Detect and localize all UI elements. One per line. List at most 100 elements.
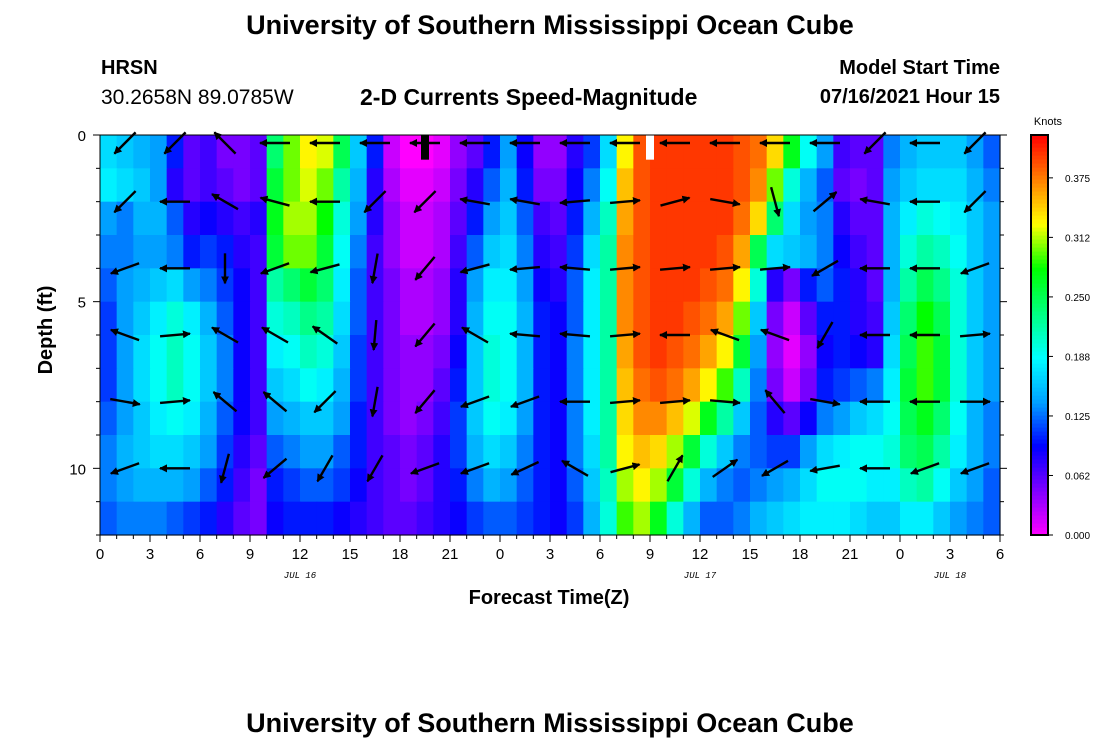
heatmap-cell [916, 401, 934, 436]
heatmap-cell [983, 468, 1001, 503]
heatmap-cell [250, 435, 268, 469]
heatmap-cell [866, 235, 884, 269]
colorbar-swatch [1031, 259, 1048, 264]
current-vector-arrow [559, 330, 591, 339]
heatmap-cell [616, 268, 634, 303]
heatmap-cell [383, 168, 401, 203]
heatmap-cell [700, 268, 718, 303]
heatmap-cell [133, 168, 151, 203]
heatmap-cell [616, 168, 634, 203]
heatmap-cell [466, 268, 484, 303]
heatmap-cell [650, 435, 668, 469]
heatmap-cell [833, 201, 851, 236]
heatmap-cell [400, 468, 418, 503]
heatmap-cell [300, 468, 318, 503]
heatmap-cell [633, 301, 651, 336]
heatmap-cell [216, 501, 234, 536]
heatmap-cell [766, 135, 784, 169]
x-tick-label: 15 [742, 546, 759, 563]
colorbar-swatch [1031, 447, 1048, 452]
heatmap-cell [933, 301, 951, 336]
heatmap-cell [150, 501, 168, 536]
heatmap-cell [950, 201, 968, 236]
heatmap-cell [716, 168, 734, 203]
heatmap-cell [283, 135, 301, 169]
heatmap-cell [983, 201, 1001, 236]
current-vector-arrow [113, 190, 137, 214]
heatmap-cell [916, 235, 934, 269]
heatmap-cell [766, 301, 784, 336]
heatmap-cell [850, 235, 868, 269]
heatmap-cell [550, 168, 568, 203]
heatmap-cell [816, 268, 834, 303]
heatmap-cell [450, 268, 468, 303]
heatmap-cell [583, 201, 601, 236]
heatmap-cell [400, 301, 418, 336]
current-vector-arrow [262, 457, 288, 479]
heatmap-cell [533, 201, 551, 236]
heatmap-cell [433, 301, 451, 336]
current-vector-arrow [816, 321, 834, 349]
heatmap-cell [600, 501, 618, 536]
heatmap-cell [683, 335, 701, 369]
current-vector-arrow [316, 454, 334, 483]
heatmap-cell [783, 435, 801, 469]
colorbar-swatch [1031, 427, 1048, 432]
heatmap-cell [416, 168, 434, 203]
current-vector-arrow [709, 398, 741, 407]
current-vector-arrow [369, 253, 379, 285]
colorbar-swatch [1031, 339, 1048, 344]
heatmap-cell [100, 335, 118, 369]
heatmap-cell [900, 335, 918, 369]
heatmap-cell [350, 501, 368, 536]
heatmap-cell [600, 468, 618, 503]
heatmap-cell [766, 435, 784, 469]
current-vector-arrow [414, 389, 436, 414]
heatmap-cell [250, 168, 268, 203]
colorbar-swatch [1031, 491, 1048, 496]
heatmap-cell [600, 268, 618, 303]
heatmap-cell [616, 501, 634, 536]
heatmap-cell [733, 168, 751, 203]
heatmap-cell [583, 168, 601, 203]
heatmap-cell [100, 168, 118, 203]
current-vector-arrow [959, 330, 991, 339]
current-vector-arrow [459, 263, 490, 275]
heatmap-cell [450, 468, 468, 503]
heatmap-cell [450, 435, 468, 469]
heatmap-cell [716, 468, 734, 503]
colorbar-swatch [1031, 407, 1048, 412]
heatmap-cell [450, 301, 468, 336]
heatmap-cell [533, 235, 551, 269]
current-vector-arrow [769, 186, 781, 218]
current-vector-arrow [311, 325, 338, 345]
heatmap-cell [283, 401, 301, 436]
heatmap-cell [400, 335, 418, 369]
colorbar-swatch [1031, 523, 1048, 528]
heatmap-cell [700, 235, 718, 269]
colorbar-swatch [1031, 275, 1048, 280]
heatmap-cell [883, 501, 901, 536]
heatmap-cell [316, 335, 334, 369]
heatmap-cell [983, 268, 1001, 303]
heatmap-cell [666, 301, 684, 336]
heatmap-cell [500, 168, 518, 203]
heatmap-cell [750, 201, 768, 236]
heatmap-cell [666, 435, 684, 469]
heatmap-cell [783, 401, 801, 436]
heatmap-cell [216, 301, 234, 336]
heatmap-cell [800, 368, 818, 403]
heatmap-cell [283, 201, 301, 236]
heatmap-cell [300, 435, 318, 469]
heatmap-cell [750, 335, 768, 369]
current-vector-arrow [366, 454, 384, 483]
heatmap-cell [433, 401, 451, 436]
heatmap-cell [800, 201, 818, 236]
heatmap-cell [400, 235, 418, 269]
current-vector-arrow [959, 262, 990, 275]
heatmap-cell [250, 501, 268, 536]
heatmap-cell [816, 501, 834, 536]
heatmap-cell [683, 235, 701, 269]
x-tick-label: 3 [946, 546, 954, 563]
heatmap-cell [916, 335, 934, 369]
